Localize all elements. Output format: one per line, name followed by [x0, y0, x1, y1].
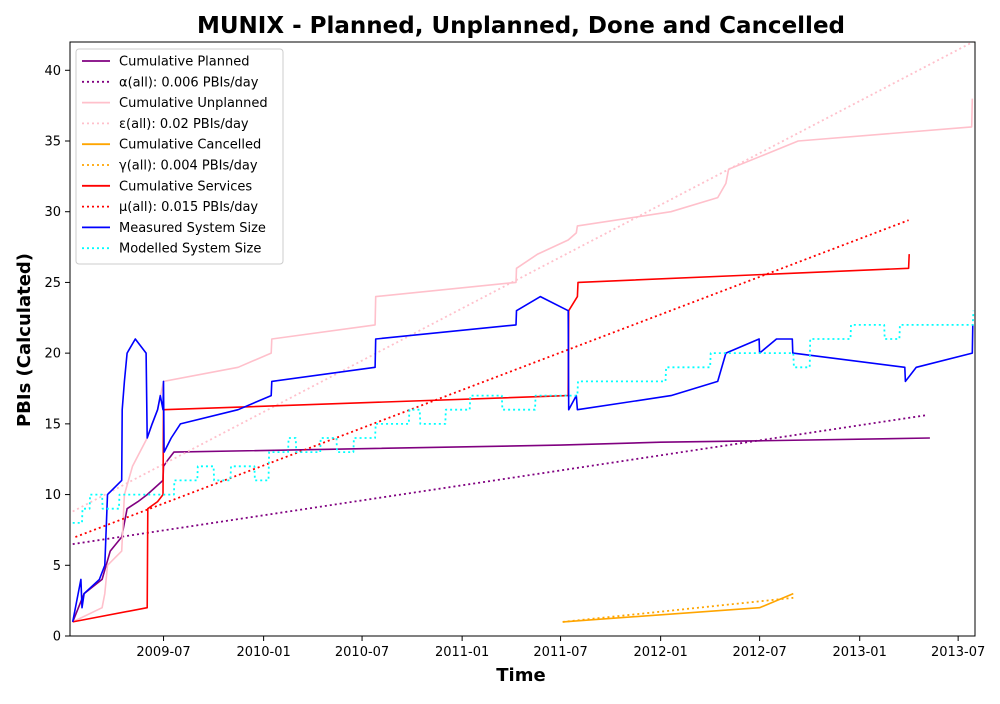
legend-label-cumulative-cancelled: Cumulative Cancelled — [119, 138, 261, 153]
series-line-cumulative-services — [72, 254, 910, 623]
legend-label-cumulative-planned: Cumulative Planned — [119, 55, 249, 70]
series-line-all-0-02-pbis-day — [72, 41, 974, 513]
legend-label-measured-system-size: Measured System Size — [119, 221, 266, 236]
plot-area — [71, 41, 975, 623]
x-tick-label: 2011-07 — [533, 645, 587, 660]
x-tick-label: 2013-07 — [931, 645, 985, 660]
y-tick-label: 15 — [44, 417, 61, 432]
series-line-cumulative-unplanned — [72, 98, 974, 623]
plot-frame — [69, 41, 976, 637]
x-tick-label: 2010-07 — [335, 645, 389, 660]
x-tick-label: 2013-01 — [833, 645, 887, 660]
legend-label-cumulative-unplanned: Cumulative Unplanned — [119, 96, 268, 111]
legend-label-all-0-02-pbis-day: ε(all): 0.02 PBIs/day — [119, 117, 249, 132]
x-tick-label: 2009-07 — [136, 645, 190, 660]
y-tick-label: 25 — [44, 276, 61, 291]
series-line-cumulative-cancelled — [562, 592, 794, 623]
x-tick-label: 2011-01 — [435, 645, 489, 660]
legend-label-all-0-006-pbis-day: α(all): 0.006 PBIs/day — [119, 75, 259, 90]
x-tick-label: 2010-01 — [236, 645, 290, 660]
series-line-all-0-004-pbis-day — [562, 596, 794, 623]
series-line-cumulative-planned — [71, 437, 930, 623]
legend-box — [75, 48, 284, 265]
legend-label-cumulative-services: Cumulative Services — [119, 179, 252, 194]
legend: Cumulative Planned α(all): 0.006 PBIs/day… — [75, 48, 284, 265]
y-tick-label: 20 — [44, 347, 61, 362]
y-tick-label: 0 — [53, 630, 61, 645]
y-tick-label: 10 — [44, 488, 61, 503]
y-tick-label: 40 — [44, 64, 61, 79]
x-tick-label: 2012-07 — [732, 645, 786, 660]
legend-label-modelled-system-size: Modelled System Size — [119, 242, 261, 257]
legend-label-all-0-004-pbis-day: γ(all): 0.004 PBIs/day — [119, 159, 258, 174]
y-axis: 0 5 10 15 20 25 30 35 40 — [44, 64, 70, 645]
series-line-measured-system-size — [71, 295, 974, 623]
y-tick-label: 30 — [44, 205, 61, 220]
y-tick-label: 5 — [53, 559, 61, 574]
series-line-all-0-015-pbis-day — [75, 219, 909, 538]
chart-title: MUNIX - Planned, Unplanned, Done and Can… — [197, 13, 845, 39]
x-axis: 2009-07 2010-01 2010-07 2011-01 2011-07 2012-… — [136, 636, 985, 660]
legend-label-all-0-015-pbis-day: μ(all): 0.015 PBIs/day — [119, 200, 258, 215]
series-line-all-0-006-pbis-day — [72, 414, 926, 545]
x-tick-label: 2012-01 — [633, 645, 687, 660]
y-axis-label: PBIs (Calculated) — [14, 253, 35, 427]
y-tick-label: 35 — [44, 135, 61, 150]
x-axis-label: Time — [496, 665, 545, 686]
series-line-modelled-system-size — [72, 310, 975, 524]
